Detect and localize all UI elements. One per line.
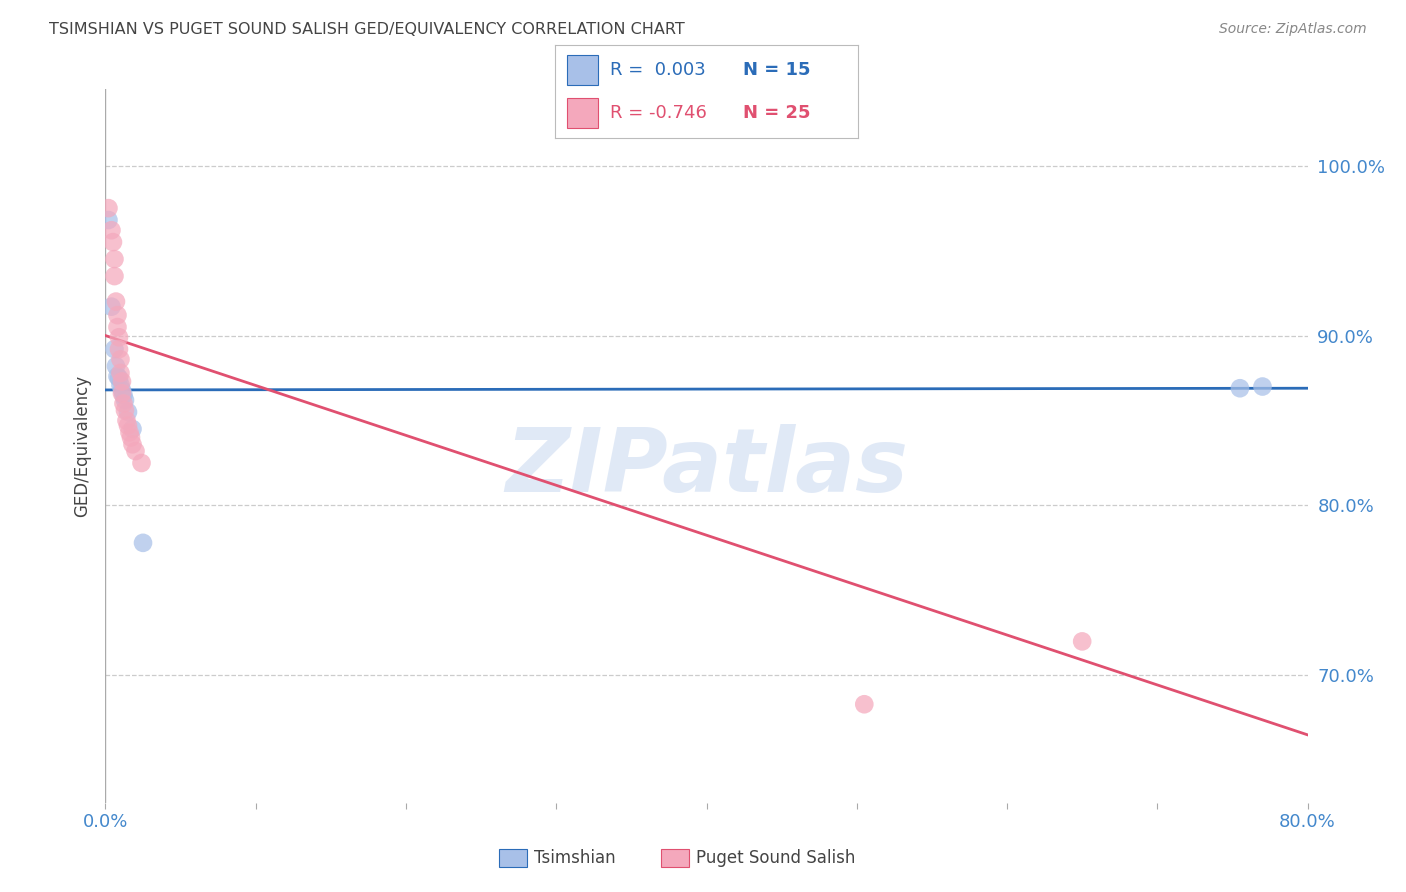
Text: TSIMSHIAN VS PUGET SOUND SALISH GED/EQUIVALENCY CORRELATION CHART: TSIMSHIAN VS PUGET SOUND SALISH GED/EQUI… [49,22,685,37]
Point [107,320,129,334]
Text: N = 25: N = 25 [742,104,810,122]
Point [114,403,136,417]
Text: Source: ZipAtlas.com: Source: ZipAtlas.com [1219,22,1367,37]
Point [1071,634,1094,648]
Text: R =  0.003: R = 0.003 [610,61,706,78]
Point [110,352,132,367]
Point [131,456,153,470]
Point [103,269,125,284]
Point [111,383,134,397]
Point [103,252,125,266]
Point [111,386,134,401]
Y-axis label: GED/Equivalency: GED/Equivalency [73,375,91,517]
Point [120,430,142,444]
Point [107,369,129,384]
Bar [568,55,598,85]
Point [111,375,134,389]
Point [110,377,132,392]
Point [118,425,141,440]
Point [112,388,135,402]
Text: N = 15: N = 15 [742,61,810,78]
Point [107,308,129,322]
Point [108,342,131,356]
Point [97,201,120,215]
Point [115,413,138,427]
Point [112,396,135,410]
Text: Tsimshian: Tsimshian [534,849,616,867]
Point [117,418,139,433]
Point [853,698,876,712]
Point [110,366,132,380]
Point [1229,381,1251,395]
Point [108,371,131,385]
Point [132,536,155,550]
Point [121,422,143,436]
Point [117,405,139,419]
Point [100,223,122,237]
Point [97,213,120,227]
Point [114,393,136,408]
Point [104,294,127,309]
Point [103,342,125,356]
Text: R = -0.746: R = -0.746 [610,104,707,122]
Point [104,359,127,373]
Point [100,300,122,314]
Text: ZIPatlas: ZIPatlas [505,424,908,511]
Point [101,235,124,249]
Point [1251,379,1274,393]
Point [108,330,131,344]
Point [121,437,143,451]
Text: Puget Sound Salish: Puget Sound Salish [696,849,855,867]
Bar [568,98,598,128]
Point [124,444,146,458]
